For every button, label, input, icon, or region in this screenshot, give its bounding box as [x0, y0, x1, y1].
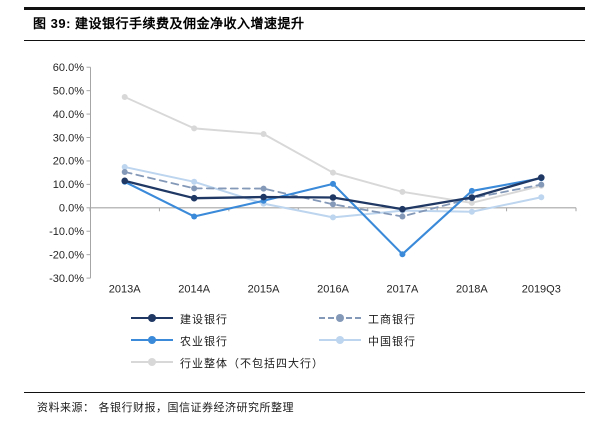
title-top-rule: [24, 7, 585, 10]
x-axis-label: 2014A: [178, 284, 210, 296]
legend-line-sample: [131, 334, 173, 347]
data-point: [190, 194, 198, 202]
data-point: [260, 193, 267, 201]
data-point: [260, 130, 267, 137]
x-axis-label: 2019Q3: [522, 284, 561, 296]
x-axis-label: 2013A: [109, 284, 141, 296]
legend-marker-dot: [148, 358, 156, 366]
chart-legend: 建设银行 工商银行农业银行 中国银行行业整体（不包括四大行）: [131, 312, 416, 370]
x-axis-label: 2015A: [248, 284, 280, 296]
data-point: [537, 174, 545, 181]
legend-line-sample: [131, 312, 173, 325]
data-point: [399, 213, 406, 220]
data-point: [121, 164, 128, 171]
legend-label: 工商银行: [368, 313, 416, 326]
data-point: [329, 194, 337, 201]
legend-item-4: 行业整体（不包括四大行）: [131, 356, 323, 370]
legend-line-sample: [131, 356, 173, 369]
y-tick-label: -10.0%: [49, 226, 84, 238]
data-point: [468, 194, 476, 201]
x-axis-label: 2017A: [387, 284, 419, 296]
data-point: [399, 188, 406, 195]
legend-line-sample: [319, 312, 361, 325]
legend-line-sample: [319, 334, 361, 347]
y-tick-label: 60.0%: [53, 62, 84, 74]
data-point: [121, 93, 128, 100]
y-tick-label: -30.0%: [49, 273, 84, 285]
y-tick-label: 50.0%: [53, 85, 84, 97]
figure-title: 图 39: 建设银行手续费及佣金净收入增速提升: [33, 16, 305, 31]
y-tick-label: 10.0%: [53, 179, 84, 191]
data-point: [538, 194, 545, 201]
data-point: [468, 199, 475, 206]
source-label: 资料来源：: [37, 402, 95, 414]
line-chart: 60.0% 50.0% 40.0% 30.0% 20.0% 10.0% 0.0% -10.0%…: [49, 62, 577, 296]
data-point: [191, 185, 198, 192]
data-point: [468, 208, 475, 215]
y-tick-label: 30.0%: [53, 132, 84, 144]
source-line: 资料来源： 各银行财报，国信证券经济研究所整理: [37, 399, 294, 415]
data-point: [191, 178, 198, 185]
data-point: [538, 181, 545, 188]
y-tick-label: -20.0%: [49, 249, 84, 261]
data-point: [399, 251, 406, 258]
legend-item-3: 中国银行: [319, 334, 416, 348]
data-point: [121, 168, 128, 175]
title-bottom-rule: [24, 40, 585, 41]
y-tick-label: 40.0%: [53, 109, 84, 121]
y-tick-label: 0.0%: [59, 203, 84, 215]
legend-marker-dot: [148, 336, 156, 344]
source-text: 各银行财报，国信证券经济研究所整理: [98, 402, 294, 414]
legend-marker-dot: [148, 314, 156, 322]
x-axis-label: 2018A: [456, 284, 488, 296]
legend-marker-dot: [336, 336, 344, 344]
legend-label: 中国银行: [368, 335, 416, 348]
data-point: [191, 213, 198, 220]
legend-item-1: 工商银行: [319, 312, 416, 326]
data-point: [330, 169, 336, 176]
data-point: [260, 185, 267, 192]
data-point: [121, 177, 129, 185]
data-point: [330, 214, 336, 221]
data-point: [399, 205, 406, 213]
data-point: [191, 125, 198, 132]
legend-item-0: 建设银行: [131, 312, 319, 326]
x-axis-label: 2016A: [317, 284, 349, 296]
footer-rule: [24, 392, 585, 393]
legend-label: 农业银行: [180, 335, 228, 348]
data-point: [468, 187, 475, 194]
data-point: [330, 180, 336, 187]
legend-item-2: 农业银行: [131, 334, 319, 348]
legend-label: 行业整体（不包括四大行）: [180, 357, 324, 370]
legend-marker-dot: [336, 314, 344, 322]
legend-label: 建设银行: [180, 313, 228, 326]
data-point: [330, 201, 336, 208]
y-tick-label: 20.0%: [53, 156, 84, 168]
